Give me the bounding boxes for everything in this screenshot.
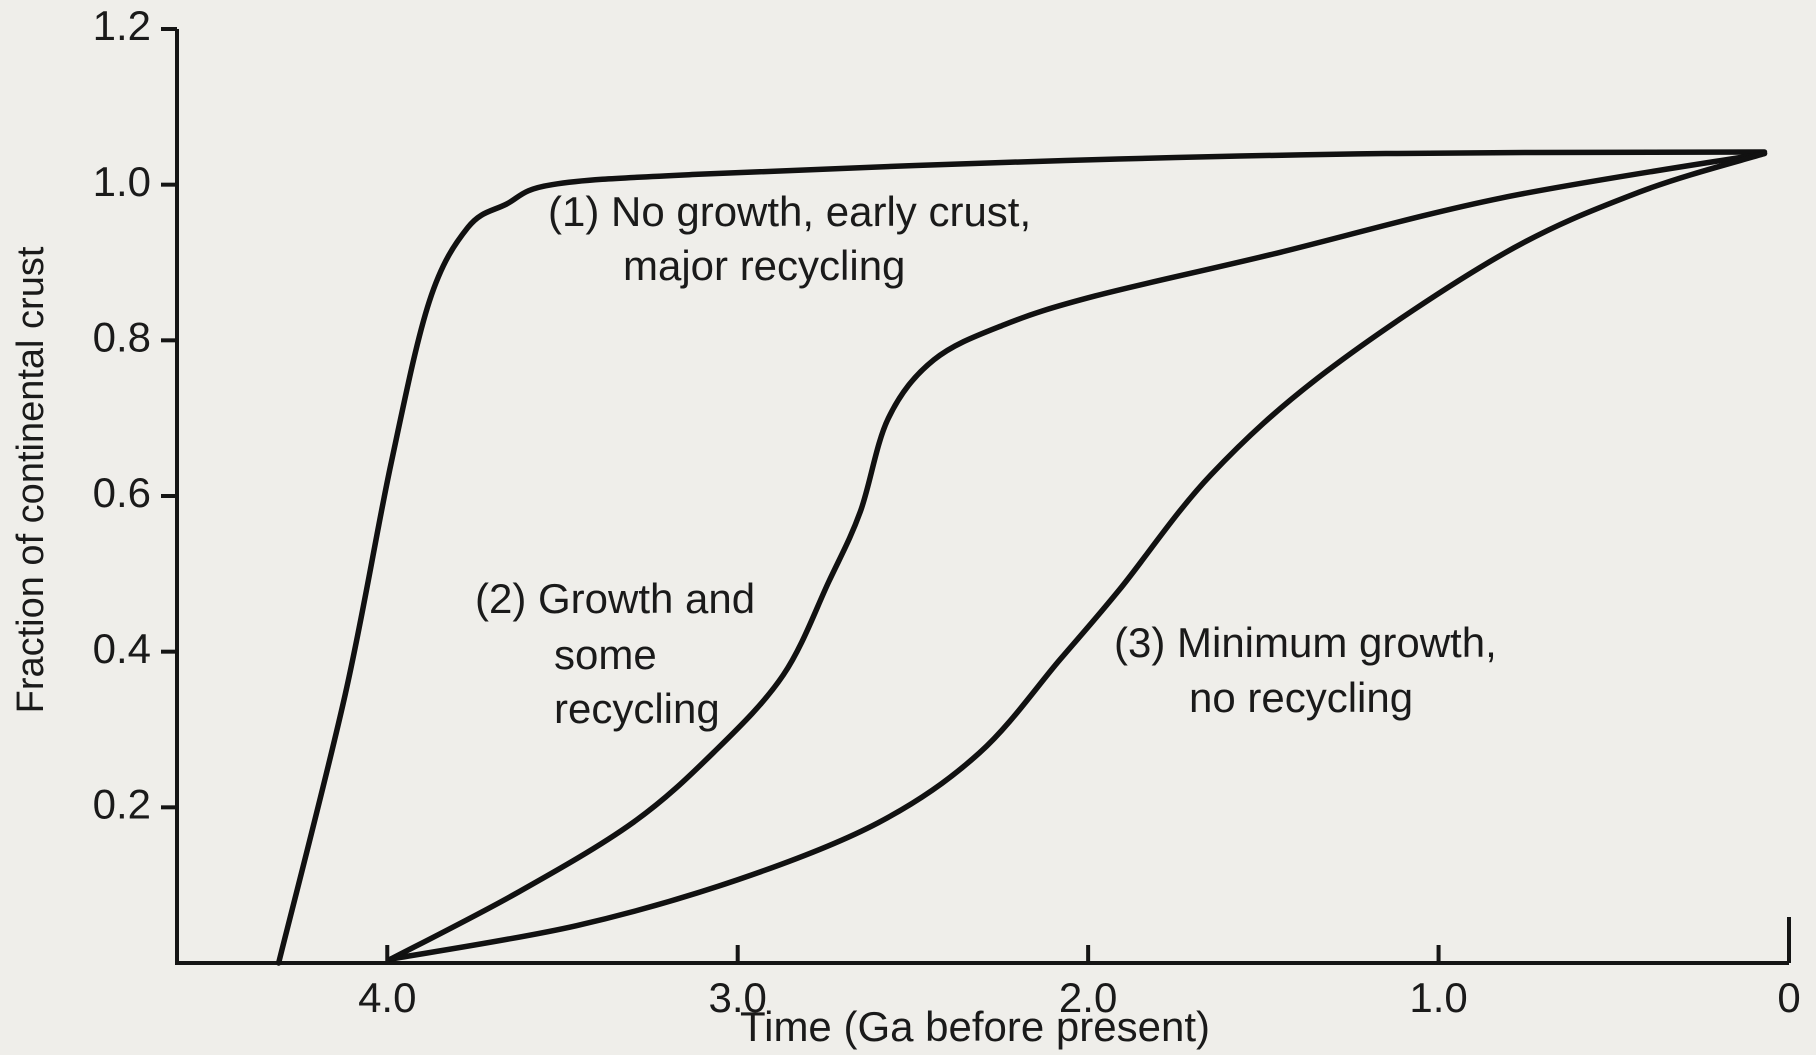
curve-annotation: recycling bbox=[554, 685, 720, 732]
y-tick-label: 1.2 bbox=[93, 2, 151, 49]
y-tick-label: 0.6 bbox=[93, 469, 151, 516]
axes bbox=[175, 29, 1789, 965]
x-tick-label: 1.0 bbox=[1409, 974, 1467, 1021]
y-tick-label: 1.0 bbox=[93, 158, 151, 205]
curve-annotation: major recycling bbox=[623, 242, 905, 289]
curve bbox=[388, 150, 1768, 962]
x-tick-label: 0 bbox=[1777, 974, 1800, 1021]
curve-annotation: (3) Minimum growth, bbox=[1114, 619, 1497, 666]
curve bbox=[388, 150, 1768, 962]
y-tick-label: 0.2 bbox=[93, 780, 151, 827]
y-tick-label: 0.4 bbox=[93, 625, 151, 672]
y-axis-title: Fraction of continental crust bbox=[10, 246, 52, 713]
x-tick-label: 4.0 bbox=[358, 974, 416, 1021]
x-axis-title: Time (Ga before present) bbox=[740, 1003, 1210, 1050]
curve-annotation: some bbox=[554, 631, 657, 678]
curve bbox=[275, 149, 1768, 966]
y-tick-label: 0.8 bbox=[93, 313, 151, 360]
curve-annotation: (1) No growth, early crust, bbox=[548, 188, 1031, 235]
curve-annotation: (2) Growth and bbox=[475, 575, 755, 622]
curve-annotation: no recycling bbox=[1189, 674, 1413, 721]
x-tick-label: 3.0 bbox=[709, 974, 767, 1021]
x-tick-label: 2.0 bbox=[1059, 974, 1117, 1021]
